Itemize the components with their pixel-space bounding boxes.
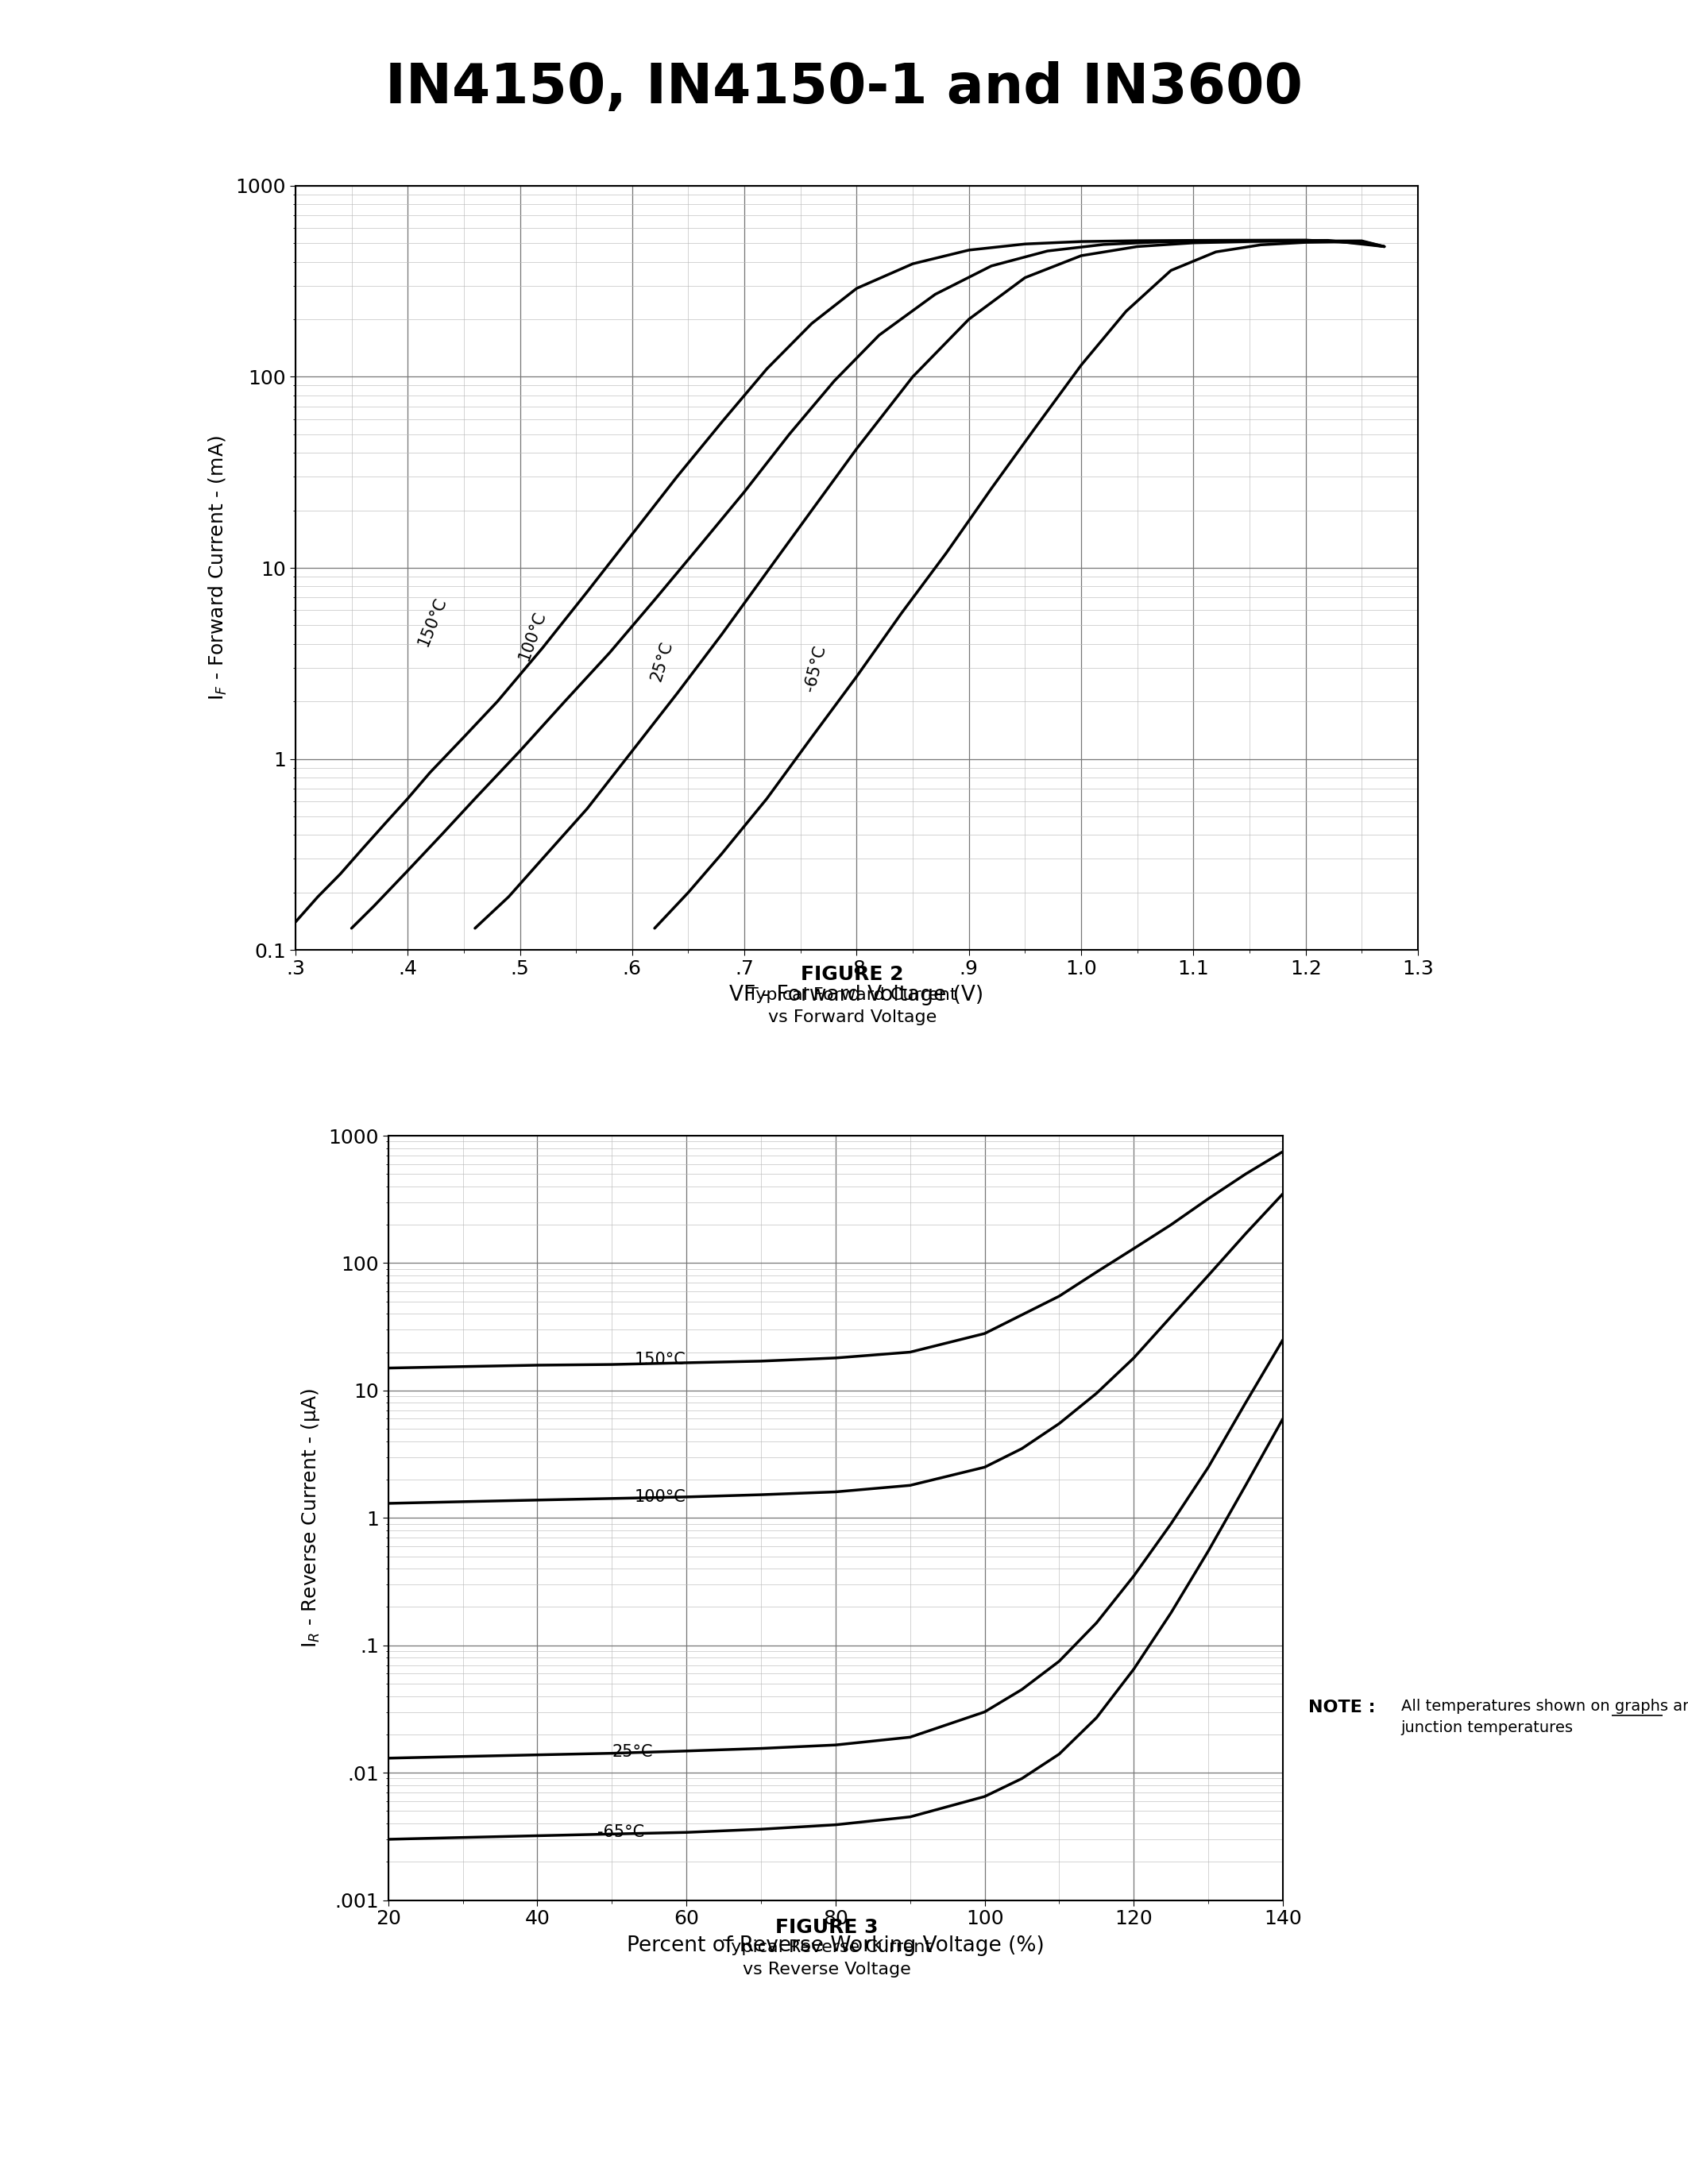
Text: FIGURE 2: FIGURE 2	[802, 965, 903, 985]
Text: Typical Forward Current
vs Forward Voltage: Typical Forward Current vs Forward Volta…	[748, 987, 957, 1024]
Text: IN4150, IN4150-1 and IN3600: IN4150, IN4150-1 and IN3600	[385, 61, 1303, 114]
Text: 150°C: 150°C	[635, 1352, 685, 1367]
Text: NOTE :: NOTE :	[1308, 1699, 1376, 1714]
Y-axis label: I$_R$ - Reverse Current - (μA): I$_R$ - Reverse Current - (μA)	[299, 1389, 322, 1647]
Text: 25°C: 25°C	[611, 1745, 653, 1760]
Text: 25°C: 25°C	[648, 640, 675, 684]
Text: -65°C: -65°C	[598, 1824, 643, 1841]
Text: All temperatures shown on graphs are
junction temperatures: All temperatures shown on graphs are jun…	[1401, 1699, 1688, 1736]
Text: FIGURE 3: FIGURE 3	[776, 1918, 878, 1937]
Text: Typical Reverse Current
vs Reverse Voltage: Typical Reverse Current vs Reverse Volta…	[722, 1939, 932, 1977]
Text: -65°C: -65°C	[802, 644, 829, 695]
Text: 100°C: 100°C	[517, 609, 549, 662]
X-axis label: VF - Forward Voltage (V): VF - Forward Voltage (V)	[729, 985, 984, 1007]
Text: 150°C: 150°C	[415, 594, 449, 649]
X-axis label: Percent of Reverse Working Voltage (%): Percent of Reverse Working Voltage (%)	[626, 1935, 1045, 1957]
Text: 100°C: 100°C	[635, 1489, 685, 1505]
Y-axis label: I$_F$ - Forward Current - (mA): I$_F$ - Forward Current - (mA)	[208, 435, 230, 701]
